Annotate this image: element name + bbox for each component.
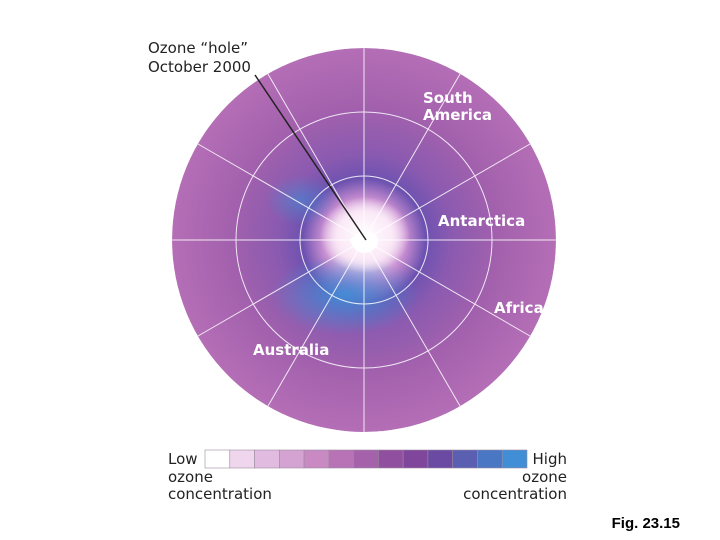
legend-swatch xyxy=(477,449,503,469)
legend-low: Low xyxy=(168,450,198,468)
region-label: Africa xyxy=(494,299,544,317)
legend-high: concentration xyxy=(463,485,567,503)
ozone-map xyxy=(172,48,556,432)
callout-title: Ozone “hole” xyxy=(148,39,248,57)
legend-swatch xyxy=(402,449,429,469)
legend-swatch xyxy=(279,449,305,469)
legend-swatch xyxy=(452,449,478,469)
legend-low: concentration xyxy=(168,485,272,503)
region-label: Australia xyxy=(253,341,329,359)
legend-swatch xyxy=(204,449,231,469)
legend-scale xyxy=(204,449,528,469)
legend-swatch xyxy=(427,449,453,469)
legend-low: ozone xyxy=(168,468,213,486)
legend-swatch xyxy=(353,449,379,469)
legend-swatch xyxy=(229,449,255,469)
legend-swatch xyxy=(501,449,528,469)
legend-swatch xyxy=(378,449,404,469)
legend-high: High xyxy=(533,450,567,468)
region-label: America xyxy=(423,106,492,124)
legend-swatch xyxy=(254,449,280,469)
legend-high: ozone xyxy=(522,468,567,486)
region-label: South xyxy=(423,89,473,107)
legend-swatch xyxy=(328,449,354,469)
callout-date: October 2000 xyxy=(148,58,251,76)
legend-swatch xyxy=(303,449,330,469)
caption: Fig. 23.15 xyxy=(612,515,680,532)
region-label: Antarctica xyxy=(438,212,525,230)
